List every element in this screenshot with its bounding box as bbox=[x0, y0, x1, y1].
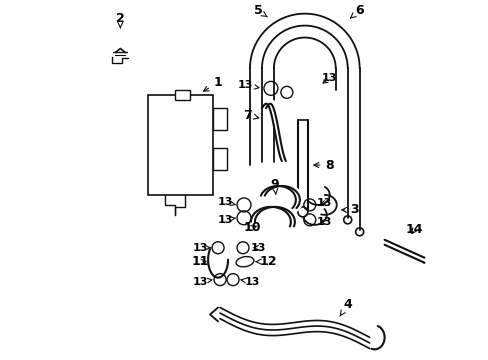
Text: 6: 6 bbox=[349, 4, 363, 18]
Bar bbox=[148, 95, 213, 195]
Text: 3: 3 bbox=[341, 203, 358, 216]
Text: 10: 10 bbox=[243, 221, 260, 234]
Text: 13: 13 bbox=[316, 217, 332, 227]
Text: 13: 13 bbox=[217, 197, 235, 207]
Bar bbox=[213, 148, 226, 170]
Text: 11: 11 bbox=[191, 255, 208, 268]
Text: 1: 1 bbox=[203, 76, 222, 91]
Text: 13: 13 bbox=[316, 198, 332, 208]
Text: 13: 13 bbox=[192, 276, 211, 287]
Text: 12: 12 bbox=[255, 255, 276, 268]
Text: 14: 14 bbox=[405, 223, 423, 236]
Text: 13: 13 bbox=[241, 276, 259, 287]
Text: 13: 13 bbox=[192, 243, 210, 253]
Text: 2: 2 bbox=[116, 12, 124, 28]
Text: 8: 8 bbox=[313, 158, 333, 172]
Bar bbox=[213, 108, 226, 130]
Text: 13: 13 bbox=[322, 73, 337, 84]
Text: 4: 4 bbox=[339, 298, 351, 316]
Bar bbox=[175, 90, 190, 100]
Text: 13: 13 bbox=[217, 215, 235, 225]
Text: 9: 9 bbox=[270, 179, 279, 194]
Text: 13: 13 bbox=[237, 80, 259, 90]
Text: 5: 5 bbox=[253, 4, 267, 17]
Text: 7: 7 bbox=[243, 109, 258, 122]
Text: 13: 13 bbox=[250, 243, 265, 253]
